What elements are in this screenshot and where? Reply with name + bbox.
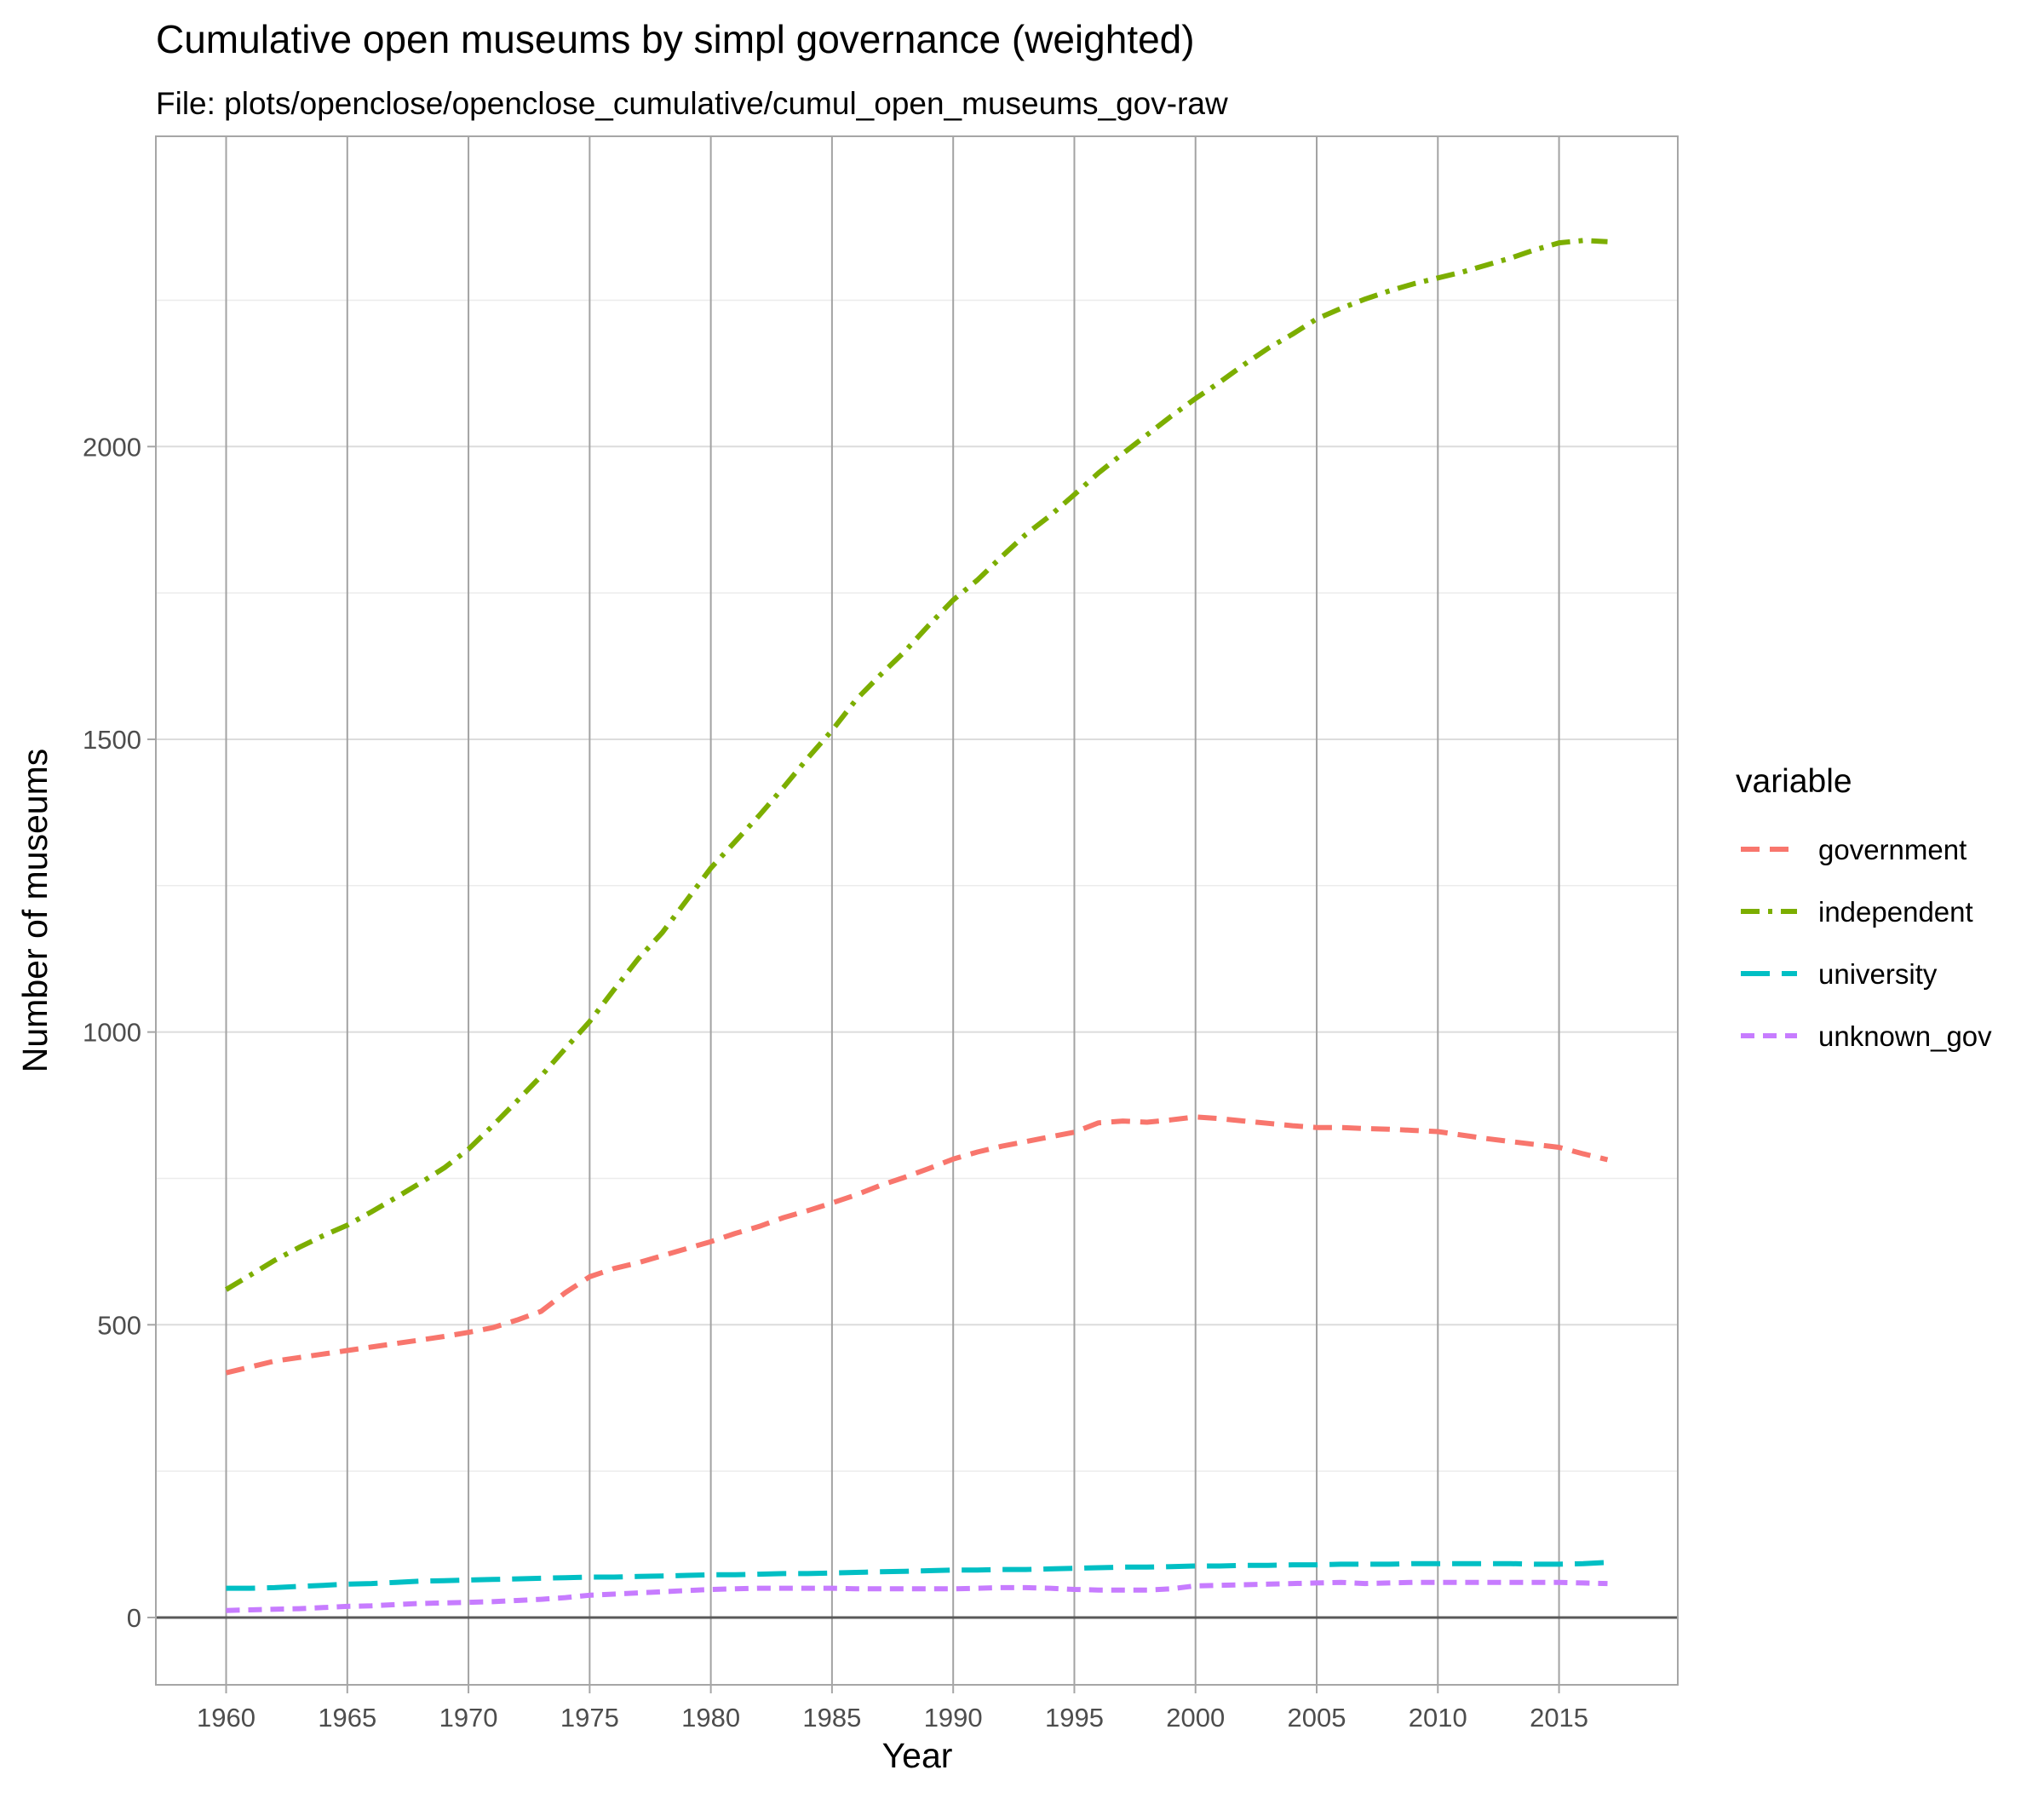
x-tick-label: 1980 <box>681 1703 740 1733</box>
y-tick-label: 2000 <box>83 432 141 462</box>
y-tick-label: 1500 <box>83 725 141 755</box>
x-tick-label: 2010 <box>1409 1703 1467 1733</box>
x-tick-label: 2000 <box>1166 1703 1225 1733</box>
y-axis-title: Number of museums <box>15 749 55 1073</box>
series-line-independent <box>224 238 1608 1292</box>
chart-title: Cumulative open museums by simpl governa… <box>156 17 1195 61</box>
x-axis-title: Year <box>882 1736 953 1775</box>
legend-title: variable <box>1736 763 1852 800</box>
x-tick-label: 1995 <box>1045 1703 1104 1733</box>
series-layer <box>224 238 1609 1613</box>
x-tick-label: 1970 <box>439 1703 498 1733</box>
y-tick-label: 1000 <box>83 1018 141 1048</box>
series-line-university <box>226 1560 1608 1591</box>
legend-items: government independent university unknown_g… <box>1741 834 1992 1052</box>
legend-label-unknown_gov: unknown_gov <box>1818 1020 1992 1052</box>
legend-item-independent: independent <box>1741 896 1973 928</box>
y-tick-label: 0 <box>127 1603 141 1633</box>
x-tick-label: 1960 <box>197 1703 256 1733</box>
series-line-unknown_gov <box>226 1579 1608 1613</box>
chart-subtitle: File: plots/openclose/openclose_cumulati… <box>156 86 1228 121</box>
legend-item-university: university <box>1741 958 1938 990</box>
legend-label-government: government <box>1818 834 1966 865</box>
legend-label-university: university <box>1818 958 1938 990</box>
series-line-government <box>225 1114 1609 1376</box>
axis-layer: 1960 1965 1970 1975 1980 1985 1990 1995 2000 2005… <box>83 432 1588 1733</box>
x-tick-label: 2015 <box>1530 1703 1588 1733</box>
x-tick-label: 1990 <box>924 1703 983 1733</box>
legend-item-government: government <box>1741 834 1966 865</box>
legend-item-unknown_gov: unknown_gov <box>1741 1020 1992 1052</box>
x-tick-label: 2005 <box>1288 1703 1346 1733</box>
plot-panel-border <box>155 135 1679 1686</box>
legend-label-independent: independent <box>1818 896 1973 928</box>
x-tick-label: 1965 <box>318 1703 376 1733</box>
x-tick-label: 1975 <box>560 1703 619 1733</box>
legend: variable government independent university… <box>1736 763 1992 1052</box>
y-tick-label: 500 <box>97 1310 141 1340</box>
grid-layer <box>156 136 1678 1685</box>
x-tick-label: 1985 <box>802 1703 861 1733</box>
